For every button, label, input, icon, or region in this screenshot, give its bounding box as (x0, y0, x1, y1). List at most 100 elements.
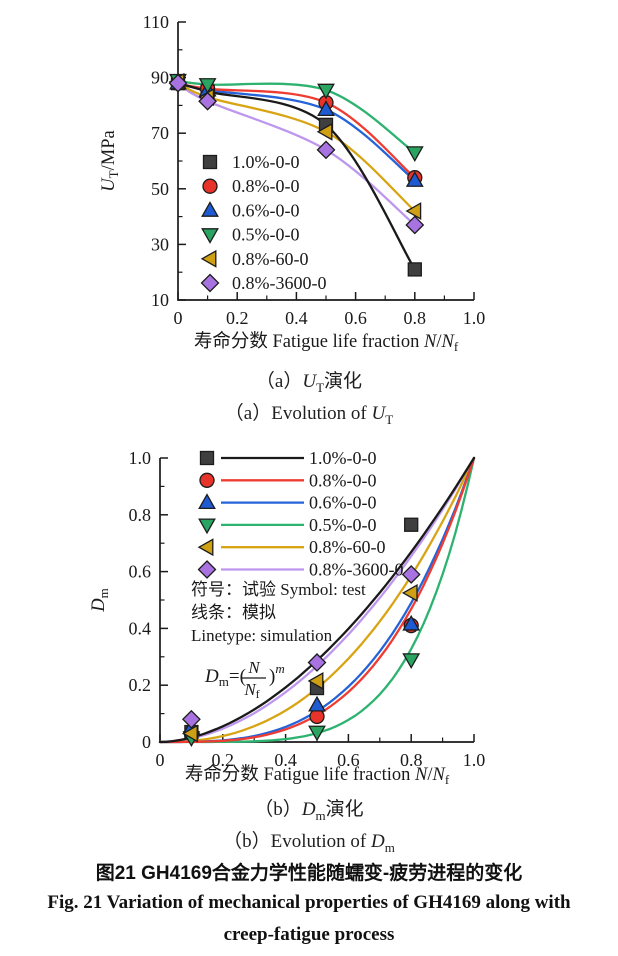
data-point-0.8%-3600-0 (307, 653, 327, 672)
data-point-0.8%-60-0 (307, 672, 324, 690)
legend-item-0.8%-3600-0: 0.8%-3600-0 (200, 273, 326, 293)
legend-marker-0.5%-0-0 (201, 228, 219, 244)
legend-label: 0.8%-60-0 (309, 537, 385, 557)
x-tick-label: 0.6 (337, 750, 360, 770)
y-axis-label: Dm (89, 588, 111, 613)
caption-a-en: （a）Evolution of UT (0, 398, 618, 428)
y-tick-label: 10 (151, 290, 169, 310)
x-axis-label: 寿命分数 Fatigue life fraction N/Nf (194, 331, 459, 354)
legend-label: 0.8%-3600-0 (232, 273, 326, 293)
y-tick-label: 0.4 (129, 618, 152, 638)
formula-lhs: Dm=( (204, 666, 246, 689)
legend-marker-0.6%-0-0 (201, 201, 219, 217)
data-point-0.5%-0-0 (405, 146, 424, 162)
caption-text: （a）Evolution of (224, 403, 372, 424)
caption-text: （b）Evolution of (223, 831, 371, 852)
legend-item-0.8%-60-0: 0.8%-60-0 (200, 249, 308, 269)
legend-item-0.8%-3600-0: 0.8%-3600-0 (197, 560, 403, 580)
y-tick-label: 90 (151, 68, 169, 88)
legend-marker-0.8%-0-0 (199, 472, 215, 488)
caption-text: 演化 (324, 371, 363, 392)
formula-denominator: Nf (243, 680, 259, 701)
y-tick-label: 0 (142, 732, 151, 752)
data-point-0.8%-60-0 (401, 583, 418, 602)
data-point-0.5%-0-0 (198, 78, 217, 94)
caption-text: 演化 (325, 799, 364, 820)
legend-item-1.0%-0-0: 1.0%-0-0 (199, 448, 376, 468)
data-point-0.5%-0-0 (402, 653, 421, 669)
legend-label: 1.0%-0-0 (232, 152, 299, 172)
caption-subscript: T (385, 411, 394, 427)
caption-text: （b） (254, 799, 302, 820)
caption-a-cn: （a）UT演化 (0, 366, 618, 396)
legend-marker-0.6%-0-0 (198, 493, 216, 510)
x-tick-label: 0.6 (344, 308, 367, 328)
data-point-0.6%-0-0 (405, 171, 424, 187)
legend-label: 0.6%-0-0 (232, 200, 299, 220)
y-axis-label: UT/MPa (99, 130, 121, 191)
data-point-0.8%-3600-0 (168, 73, 188, 93)
data-point-0.8%-60-0 (182, 724, 198, 743)
legend-label: 0.8%-0-0 (232, 176, 299, 196)
x-axis-label: 寿命分数 Fatigue life fraction N/Nf (185, 764, 450, 787)
y-tick-label: 1.0 (129, 448, 152, 468)
caption-subscript: m (315, 807, 326, 823)
x-tick-label: 1.0 (463, 750, 486, 770)
caption-b-en: （b）Evolution of Dm (0, 826, 618, 856)
axes (177, 22, 474, 301)
series-curve-1.0%-0-0 (176, 82, 416, 271)
legend-label: 0.6%-0-0 (309, 493, 376, 513)
legend-item-1.0%-0-0: 1.0%-0-0 (202, 152, 299, 172)
legend-label: 0.8%-60-0 (232, 249, 308, 269)
legend-item-0.8%-0-0: 0.8%-0-0 (202, 176, 299, 196)
caption-symbol: U (302, 371, 317, 392)
caption-subscript: T (316, 379, 325, 395)
x-tick-label: 0 (174, 308, 183, 328)
data-point-0.8%-60-0 (316, 122, 333, 141)
x-tick-label: 0.2 (226, 308, 249, 328)
formula-numerator: N (247, 658, 261, 677)
x-tick-label: 0.8 (400, 750, 423, 770)
note-text: 符号：试验 Symbol: test (191, 580, 366, 599)
x-tick-label: 0.4 (274, 750, 297, 770)
legend-marker-0.8%-3600-0 (200, 273, 220, 293)
x-tick-label: 0.8 (404, 308, 427, 328)
x-tick-label: 0.4 (285, 308, 308, 328)
legend-marker-1.0%-0-0 (202, 154, 218, 170)
y-tick-label: 30 (151, 234, 169, 254)
x-tick-label: 1.0 (463, 308, 486, 328)
data-point-0.8%-3600-0 (181, 709, 201, 729)
figure-title-en-line1: Fig. 21 Variation of mechanical properti… (47, 892, 571, 913)
legend-label: 0.5%-0-0 (309, 515, 376, 535)
legend-item-0.6%-0-0: 0.6%-0-0 (201, 200, 299, 220)
y-tick-label: 0.2 (129, 675, 152, 695)
note-text: 线条：模拟 (191, 603, 276, 622)
data-point-0.8%-3600-0 (316, 140, 336, 160)
chart-dm-evolution: 0 0.2 0.4 0.6 0.8 1.0 0 0.2 0.4 0.6 0.8 1.0 1.0%-0-0… (89, 448, 486, 787)
data-point-0.8%-3600-0 (198, 91, 218, 111)
data-point-0.6%-0-0 (308, 695, 326, 712)
legend-marker-0.8%-3600-0 (197, 560, 217, 579)
note-text: Linetype: simulation (191, 626, 333, 645)
legend-label: 1.0%-0-0 (309, 448, 376, 468)
series-curve-0.8%-3600-0 (176, 82, 416, 227)
legend-marker-0.8%-0-0 (202, 178, 218, 194)
y-tick-label: 70 (151, 123, 169, 143)
data-point-0.8%-0-0 (309, 708, 325, 725)
x-tick-label: 0.2 (212, 750, 235, 770)
data-point-0.6%-0-0 (402, 614, 421, 631)
legend-marker-0.8%-60-0 (200, 249, 217, 268)
data-point-0.6%-0-0 (317, 100, 335, 117)
y-tick-label: 0.8 (129, 505, 152, 525)
data-point-1.0%-0-0 (404, 517, 419, 532)
data-point-0.5%-0-0 (317, 83, 335, 100)
data-point-0.8%-3600-0 (401, 565, 421, 584)
y-tick-label: 110 (143, 12, 169, 32)
legend-item-0.8%-60-0: 0.8%-60-0 (197, 537, 385, 557)
caption-subscript: m (384, 839, 395, 855)
x-tick-label: 0 (156, 750, 165, 770)
legend-item-0.5%-0-0: 0.5%-0-0 (201, 225, 299, 245)
chart-ut-evolution: 0 0.2 0.4 0.6 0.8 1.0 10 30 50 70 90 110 1.0%-0-0 0.8… (99, 12, 486, 354)
legend-item-0.5%-0-0: 0.5%-0-0 (198, 515, 376, 535)
